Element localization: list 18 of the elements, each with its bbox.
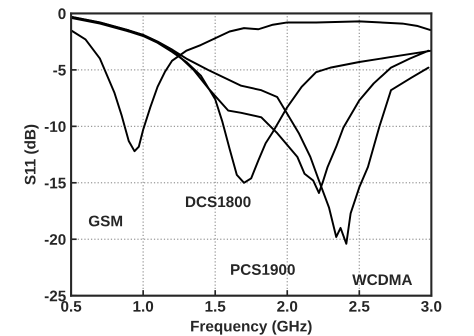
- y-tick-label: 0: [58, 8, 66, 20]
- y-tick-label: -15: [44, 178, 66, 188]
- x-tick-label: 1.5: [206, 301, 226, 312]
- y-tick-label: -10: [44, 121, 66, 132]
- y-tick-label: -20: [44, 234, 66, 245]
- annotation: PCS1900: [231, 264, 295, 275]
- x-tick-label: 0.5: [61, 300, 82, 312]
- x-tick-label: 3.0: [421, 300, 442, 312]
- x-tick-label: 1.0: [133, 300, 154, 312]
- y-tick-label: -25: [44, 290, 66, 302]
- y-axis-title: S11 (dB): [24, 124, 39, 185]
- x-tick-label: 2.0: [277, 300, 298, 312]
- y-tick-label: -5: [53, 64, 66, 76]
- x-axis-title: Frequency (GHz): [191, 320, 312, 335]
- annotation: GSM: [88, 216, 122, 226]
- annotation: DCS1800: [186, 196, 251, 208]
- annotation: WCDMA: [352, 274, 412, 286]
- x-tick-label: 2.5: [349, 300, 370, 312]
